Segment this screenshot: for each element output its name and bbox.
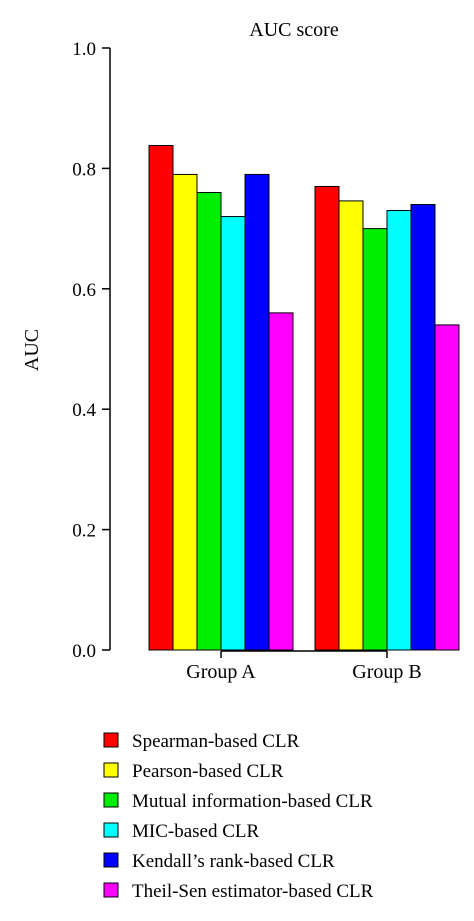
bar-group-a-series-4 (220, 216, 246, 651)
bar-group-b-series-3 (362, 228, 388, 651)
legend-swatch (103, 882, 119, 898)
x-tick-label: Group A (186, 661, 256, 683)
legend-label: Pearson-based CLR (132, 761, 284, 782)
y-tick-label: 0.6 (72, 280, 96, 301)
y-axis-label: AUC (21, 329, 43, 371)
bar-group-a-series-3 (196, 191, 222, 651)
legend-swatch (103, 732, 119, 748)
legend-label: MIC-based CLR (132, 821, 260, 842)
bar-group-b-series-1 (314, 185, 340, 651)
y-axis: 0.0 0.2 0.4 0.6 0.8 1.0 (72, 39, 111, 662)
bar-group-a-series-1 (148, 145, 174, 651)
x-axis: Group A Group B (186, 650, 422, 683)
legend-swatch (103, 762, 119, 778)
bars-group (148, 145, 460, 651)
bar-group-b-series-5 (410, 204, 436, 651)
legend-label: Theil-Sen estimator-based CLR (132, 881, 374, 902)
y-tick-label: 0.0 (72, 641, 96, 662)
bar-group-a-series-5 (244, 173, 270, 651)
legend: Spearman-based CLR Pearson-based CLR Mutua… (103, 731, 374, 902)
y-tick-label: 1.0 (72, 39, 96, 60)
legend-swatch (103, 852, 119, 868)
bar-group-b-series-4 (386, 210, 412, 651)
bar-group-a-series-6 (268, 312, 294, 651)
legend-swatch (103, 792, 119, 808)
y-tick-label: 0.8 (72, 159, 96, 180)
y-tick-label: 0.2 (72, 521, 96, 542)
legend-label: Mutual information-based CLR (132, 791, 373, 812)
bar-group-b-series-6 (434, 324, 460, 651)
legend-swatch (103, 822, 119, 838)
bar-group-b-series-2 (338, 200, 364, 651)
x-tick-label: Group B (352, 661, 421, 683)
bar-group-a-series-2 (172, 173, 198, 651)
legend-label: Kendall’s rank-based CLR (132, 851, 335, 872)
chart-title: AUC score (249, 19, 339, 41)
y-tick-label: 0.4 (72, 400, 96, 421)
legend-label: Spearman-based CLR (132, 731, 300, 752)
